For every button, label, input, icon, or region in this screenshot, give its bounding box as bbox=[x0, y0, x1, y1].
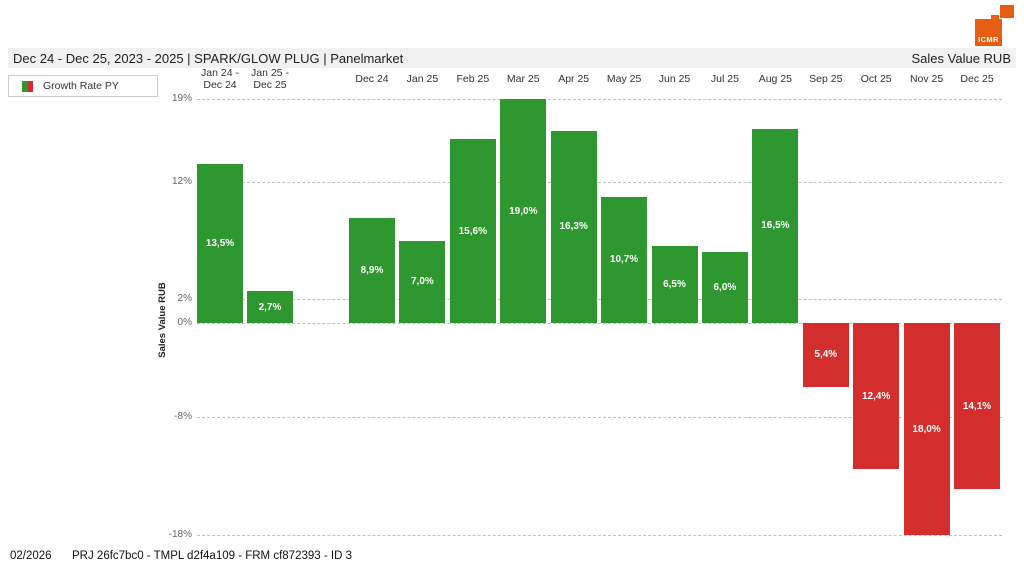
bar-dec-24[interactable]: 8,9% bbox=[349, 218, 395, 323]
gridline-0 bbox=[197, 323, 1002, 324]
bar-jun-25[interactable]: 6,5% bbox=[651, 246, 698, 323]
logo-square-big bbox=[975, 19, 1002, 46]
bar-jan-25[interactable]: 7,0% bbox=[399, 240, 446, 323]
bar-value-label: 15,6% bbox=[458, 225, 487, 237]
bar-value-label: 7,0% bbox=[410, 276, 434, 288]
y-axis-tick: -8% bbox=[174, 411, 192, 423]
column-header-aug-25: Aug 25 bbox=[758, 73, 792, 85]
y-axis-tick: 19% bbox=[171, 93, 192, 104]
column-header-may-25: May 25 bbox=[606, 73, 642, 85]
logo-square-small bbox=[991, 15, 999, 23]
title-bar: Dec 24 - Dec 25, 2023 - 2025 | SPARK/GLO… bbox=[8, 48, 1016, 68]
bar-value-label: 14,1% bbox=[962, 400, 992, 412]
legend-swatch-negative bbox=[27, 80, 33, 92]
bar-value-label: 10,7% bbox=[609, 254, 639, 266]
bar-sep-25[interactable]: 5,4% bbox=[802, 323, 849, 387]
legend-box[interactable]: Growth Rate PY bbox=[8, 75, 158, 97]
column-header-sep-25: Sep 25 bbox=[809, 73, 843, 85]
bar-jan-25-dec-25[interactable]: 2,7% bbox=[247, 291, 293, 323]
gridline-12 bbox=[197, 181, 1002, 183]
bar-dec-25[interactable]: 14,1% bbox=[954, 323, 1000, 490]
bar-value-label: 18,0% bbox=[912, 423, 941, 435]
icmr-logo: ICMR bbox=[975, 5, 1017, 47]
y-axis-tick: 12% bbox=[171, 175, 192, 187]
column-header-jan-25-dec-25: Jan 25 - Dec 25 bbox=[251, 67, 289, 91]
y-axis-label: Sales Value RUB bbox=[157, 282, 168, 358]
bar-value-label: 8,9% bbox=[360, 265, 384, 277]
bar-oct-25[interactable]: 12,4% bbox=[853, 323, 900, 470]
column-header-oct-25: Oct 25 bbox=[860, 73, 892, 85]
bar-value-label: 6,0% bbox=[713, 282, 737, 294]
column-header-jan-25: Jan 25 bbox=[406, 73, 439, 85]
column-header-apr-25: Apr 25 bbox=[558, 73, 590, 85]
logo-square-medium bbox=[1000, 5, 1014, 18]
bar-jul-25[interactable]: 6,0% bbox=[701, 252, 748, 323]
legend-swatch-icon bbox=[22, 80, 33, 92]
column-header-feb-25: Feb 25 bbox=[456, 73, 490, 85]
bar-jan-24-dec-24[interactable]: 13,5% bbox=[197, 163, 243, 323]
gridline--18 bbox=[197, 535, 1002, 537]
bar-nov-25[interactable]: 18,0% bbox=[903, 323, 950, 536]
bar-value-label: 6,5% bbox=[663, 279, 686, 291]
report-title: Dec 24 - Dec 25, 2023 - 2025 | SPARK/GLO… bbox=[13, 50, 404, 66]
bar-value-label: 19,0% bbox=[509, 205, 538, 217]
column-header-nov-25: Nov 25 bbox=[909, 73, 944, 85]
bar-value-label: 16,5% bbox=[761, 220, 790, 232]
bar-value-label: 2,7% bbox=[258, 301, 282, 313]
column-header-jun-25: Jun 25 bbox=[658, 73, 691, 85]
footer-reference: PRJ 26fc7bc0 - TMPL d2f4a109 - FRM cf872… bbox=[72, 550, 352, 562]
bar-aug-25[interactable]: 16,5% bbox=[752, 128, 799, 323]
column-header-dec-25: Dec 25 bbox=[960, 73, 994, 85]
bar-value-label: 16,3% bbox=[559, 221, 588, 233]
measure-title: Sales Value RUB bbox=[911, 50, 1011, 66]
legend-label: Growth Rate PY bbox=[43, 80, 119, 92]
y-axis-tick: 0% bbox=[177, 317, 192, 328]
legend-swatch-positive bbox=[22, 80, 28, 92]
bar-feb-25[interactable]: 15,6% bbox=[449, 139, 496, 323]
column-header-jul-25: Jul 25 bbox=[710, 73, 739, 85]
bar-may-25[interactable]: 10,7% bbox=[601, 196, 648, 323]
logo-text: ICMR bbox=[978, 35, 999, 44]
bar-value-label: 5,4% bbox=[814, 349, 838, 361]
bar-value-label: 13,5% bbox=[205, 237, 235, 249]
gridline--8 bbox=[197, 417, 1002, 419]
y-axis-tick: -18% bbox=[168, 529, 192, 541]
bar-apr-25[interactable]: 16,3% bbox=[550, 130, 597, 323]
column-header-jan-24-dec-24: Jan 24 - Dec 24 bbox=[201, 67, 239, 91]
gridline-19 bbox=[197, 99, 1002, 100]
column-header-mar-25: Mar 25 bbox=[506, 73, 540, 85]
column-header-dec-24: Dec 24 bbox=[355, 73, 389, 85]
bar-mar-25[interactable]: 19,0% bbox=[500, 99, 547, 323]
bar-value-label: 12,4% bbox=[862, 390, 891, 402]
y-axis-tick: 2% bbox=[177, 293, 192, 305]
footer-period: 02/2026 bbox=[10, 550, 52, 562]
gridline-2 bbox=[197, 299, 1002, 301]
